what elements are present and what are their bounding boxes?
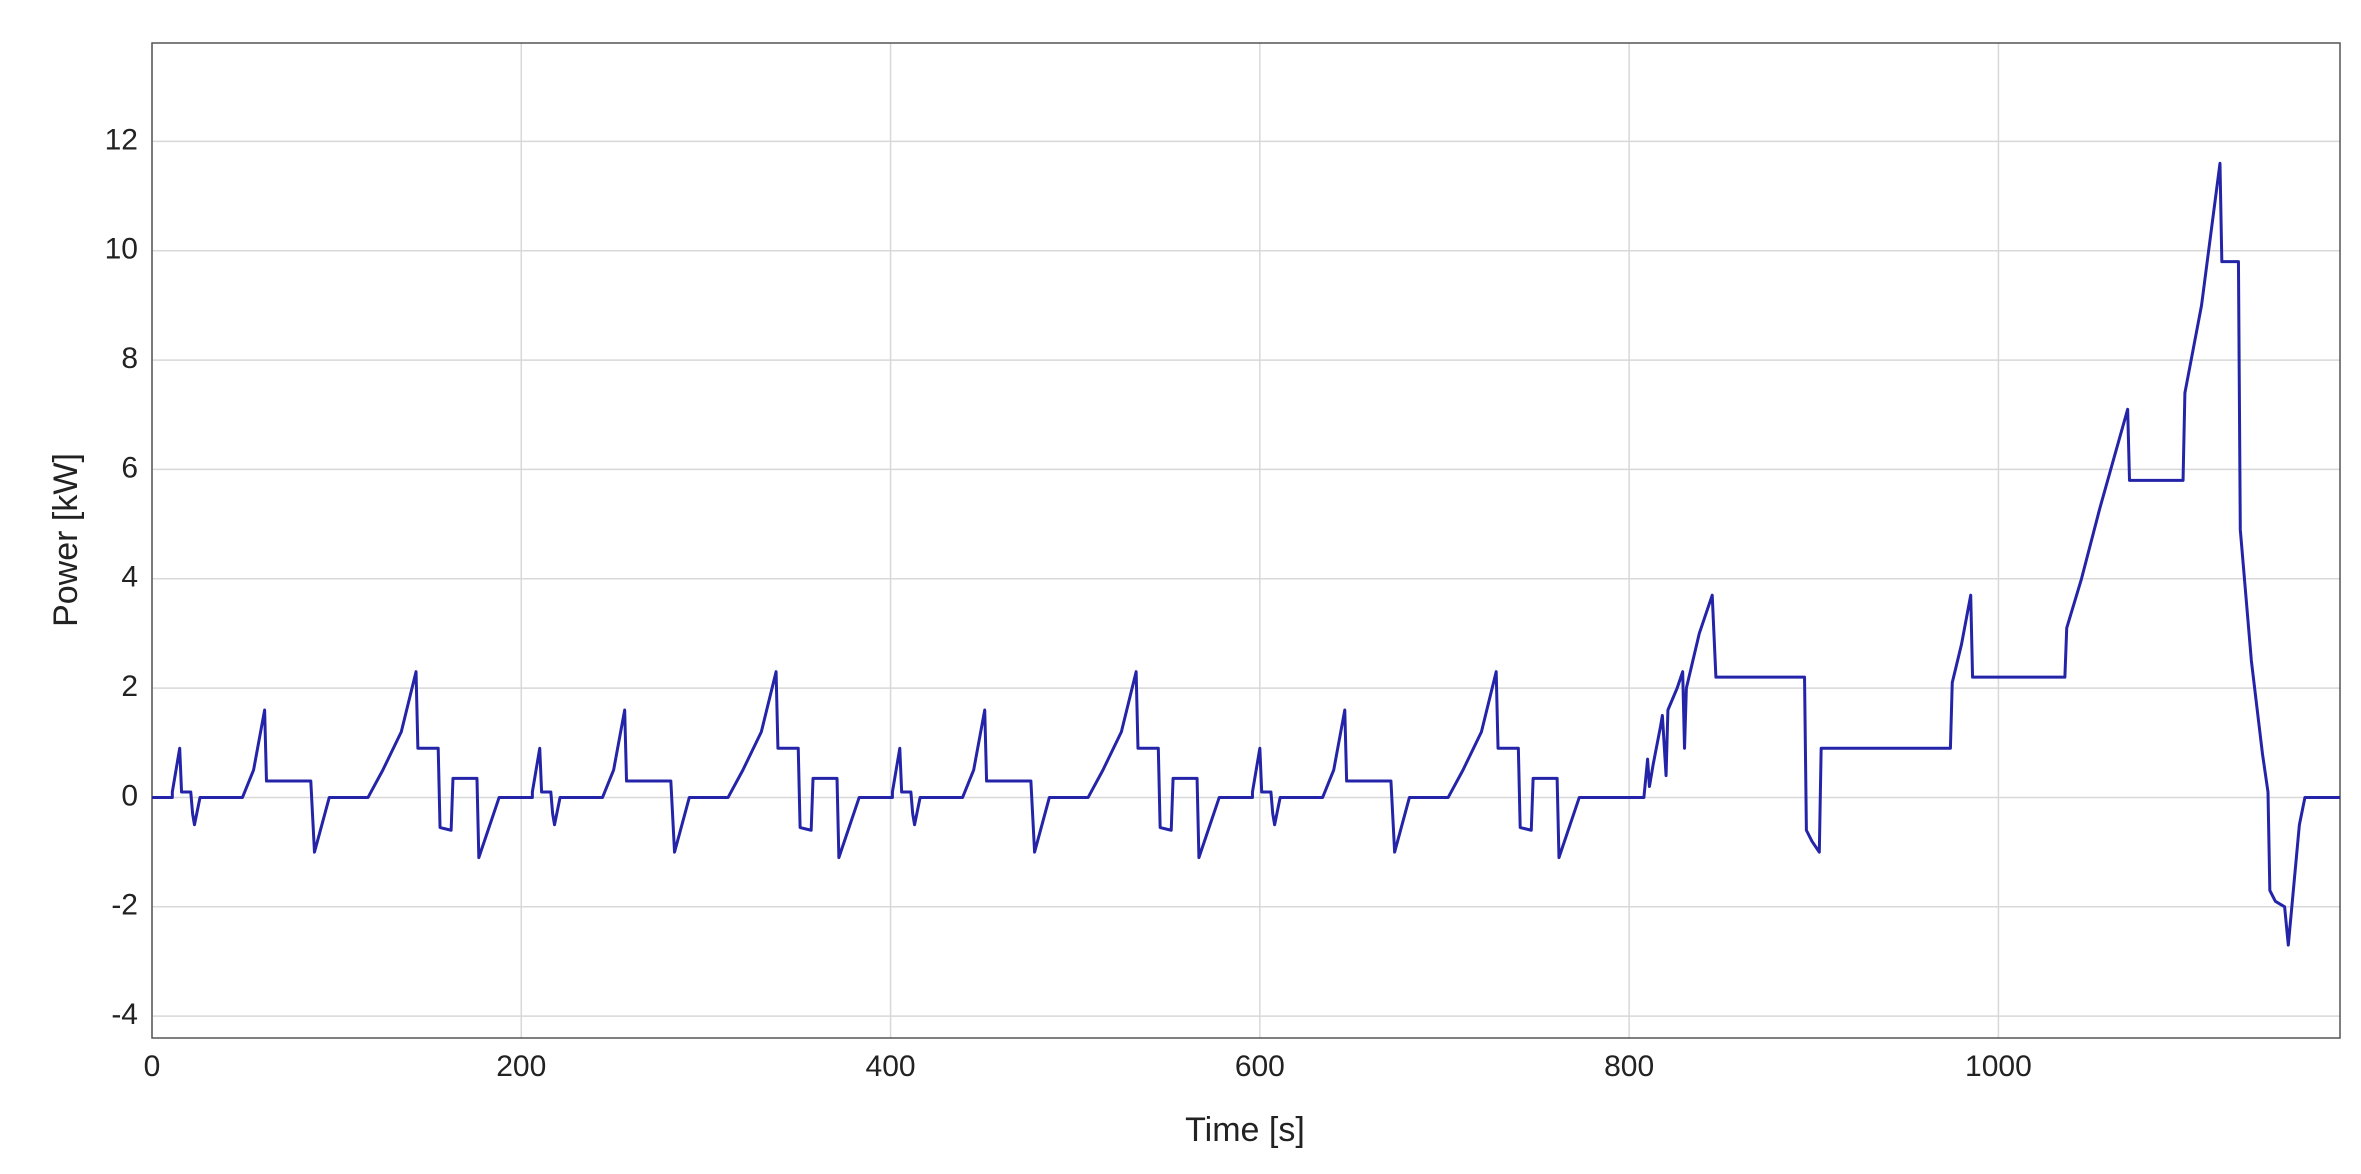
y-tick-label: 4 [121, 561, 138, 594]
y-tick-label: 2 [121, 670, 138, 703]
y-tick-label: 0 [121, 779, 138, 812]
x-tick-label: 400 [866, 1050, 916, 1083]
plot-frame [151, 42, 2341, 1039]
y-tick-label: 12 [105, 123, 138, 156]
x-tick-label: 1000 [1965, 1050, 2032, 1083]
y-tick-label: 6 [121, 451, 138, 484]
x-tick-label: 200 [496, 1050, 546, 1083]
x-tick-label: 600 [1235, 1050, 1285, 1083]
data-line [152, 161, 2340, 947]
y-tick-label: 10 [105, 233, 138, 266]
x-tick-label: 800 [1604, 1050, 1654, 1083]
y-tick-label: 8 [121, 342, 138, 375]
plot-area [152, 43, 2340, 1038]
y-tick-label: -4 [111, 998, 138, 1031]
x-tick-label: 0 [144, 1050, 161, 1083]
x-axis-label: Time [s] [1185, 1111, 1305, 1149]
y-tick-label: -2 [111, 889, 138, 922]
y-axis-label: Power [kW] [47, 453, 85, 627]
